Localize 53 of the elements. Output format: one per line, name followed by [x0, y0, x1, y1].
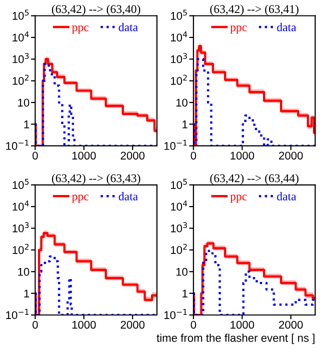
y-tick-label: 10$^{−1}$ — [6, 309, 29, 320]
x-tick-label: 1000 — [72, 152, 96, 160]
chart-title: (63,42) --> (63,44) — [210, 174, 298, 185]
y-tick-label: 10 — [176, 268, 188, 276]
y-tick-label: 10$^{2}$ — [170, 74, 187, 85]
y-tick-label: 10$^{5}$ — [170, 10, 187, 20]
y-tick-label: 10$^{5}$ — [170, 178, 187, 189]
y-tick-label: 10$^{4}$ — [170, 200, 188, 211]
chart-title: (63,42) --> (63,40) — [52, 4, 140, 16]
legend-label: ppc — [72, 26, 88, 34]
y-tick-label: 1 — [24, 120, 30, 128]
y-tick-label: 10$^{2}$ — [12, 244, 28, 254]
text: ppc — [230, 194, 247, 203]
x-tick-label: 2000 — [120, 152, 145, 160]
legend-label: data — [277, 22, 296, 32]
y-tick-label: 10$^{2}$ — [12, 74, 28, 85]
chart-title: (63,42) --> (63,43) — [52, 174, 140, 185]
y-tick-label: 10$^{−1}$ — [6, 140, 29, 150]
legend-label: data — [277, 192, 296, 200]
y-tick-label: 1 — [182, 290, 188, 298]
x-tick-label: 2000 — [279, 152, 303, 160]
x-tick-label: 0 — [32, 152, 38, 160]
legend-label: ppc — [72, 194, 88, 203]
y-tick-label: 1 — [182, 120, 188, 128]
y-tick-label: 10$^{3}$ — [170, 222, 187, 232]
y-tick-label: 10$^{5}$ — [12, 178, 29, 189]
y-tick-label: 10$^{4}$ — [12, 31, 29, 42]
y-tick-label: 10 — [176, 98, 188, 107]
y-tick-label: 10 — [18, 98, 30, 107]
text: ppc — [230, 26, 247, 34]
x-tick-label: 2000 — [279, 320, 303, 329]
y-tick-label: 10$^{3}$ — [170, 53, 187, 64]
y-tick-label: 10$^{3}$ — [12, 222, 29, 232]
x-tick-label: 0 — [32, 320, 38, 329]
chart-title: (63,42) --> (63,41) — [210, 4, 298, 16]
x-axis-title: time from the flasher event [ ns ] — [156, 334, 314, 344]
y-tick-label: 10$^{4}$ — [170, 31, 188, 42]
x-tick-label: 0 — [190, 152, 196, 160]
legend-label: data — [118, 22, 138, 32]
y-tick-label: 10 — [18, 268, 30, 276]
y-tick-label: 10$^{−1}$ — [164, 309, 187, 320]
y-tick-label: 1 — [24, 290, 30, 298]
x-tick-label: 2000 — [120, 320, 145, 329]
y-tick-label: 10$^{2}$ — [170, 244, 187, 254]
x-tick-label: 1000 — [72, 320, 96, 329]
x-tick-label: 0 — [190, 320, 196, 329]
y-tick-label: 10$^{5}$ — [12, 10, 29, 20]
y-tick-label: 10$^{4}$ — [12, 200, 29, 211]
x-tick-label: 1000 — [230, 320, 254, 329]
y-tick-label: 10$^{−1}$ — [164, 140, 187, 150]
x-tick-label: 1000 — [230, 152, 254, 160]
legend-label: data — [118, 192, 138, 200]
y-tick-label: 10$^{3}$ — [12, 53, 29, 64]
